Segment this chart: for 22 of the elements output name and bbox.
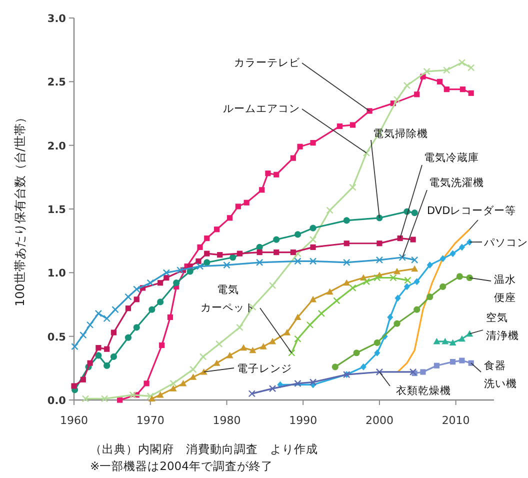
x-tick-label: 1970 — [136, 414, 164, 427]
y-tick-label: 2.5 — [47, 76, 66, 89]
text: ※一部機器は2004年で調査が終了 — [90, 459, 273, 473]
x-tick-label: 1980 — [212, 414, 241, 427]
x-tick-label: 2000 — [365, 414, 394, 427]
series-label: 食器洗い機 — [484, 360, 517, 390]
series-label: パソコン — [483, 237, 528, 249]
series-label: 衣類乾燥機 — [396, 384, 451, 397]
series-label: 電子レンジ — [237, 363, 292, 375]
y-tick-label: 1.0 — [47, 268, 66, 280]
y-tick-label: 0.0 — [47, 395, 66, 407]
y-tick-label: 3.0 — [47, 13, 66, 25]
x-tick-label: 1990 — [289, 414, 318, 427]
x-tick-label: 1960 — [60, 414, 88, 427]
y-axis-title: 100世帯あたり保有台数（台/世帯） — [13, 112, 27, 306]
series-label: DVDレコーダー等 — [427, 205, 516, 217]
x-tick-label: 2010 — [442, 414, 470, 427]
series-label: 空気清浄機 — [486, 311, 519, 342]
text: （出典）内閣府 消費動向調査 より作成 — [90, 442, 318, 456]
y-tick-label: 1.5 — [47, 204, 66, 216]
y-tick-label: 0.5 — [47, 331, 66, 344]
y-tick-label: 2.0 — [47, 140, 66, 152]
